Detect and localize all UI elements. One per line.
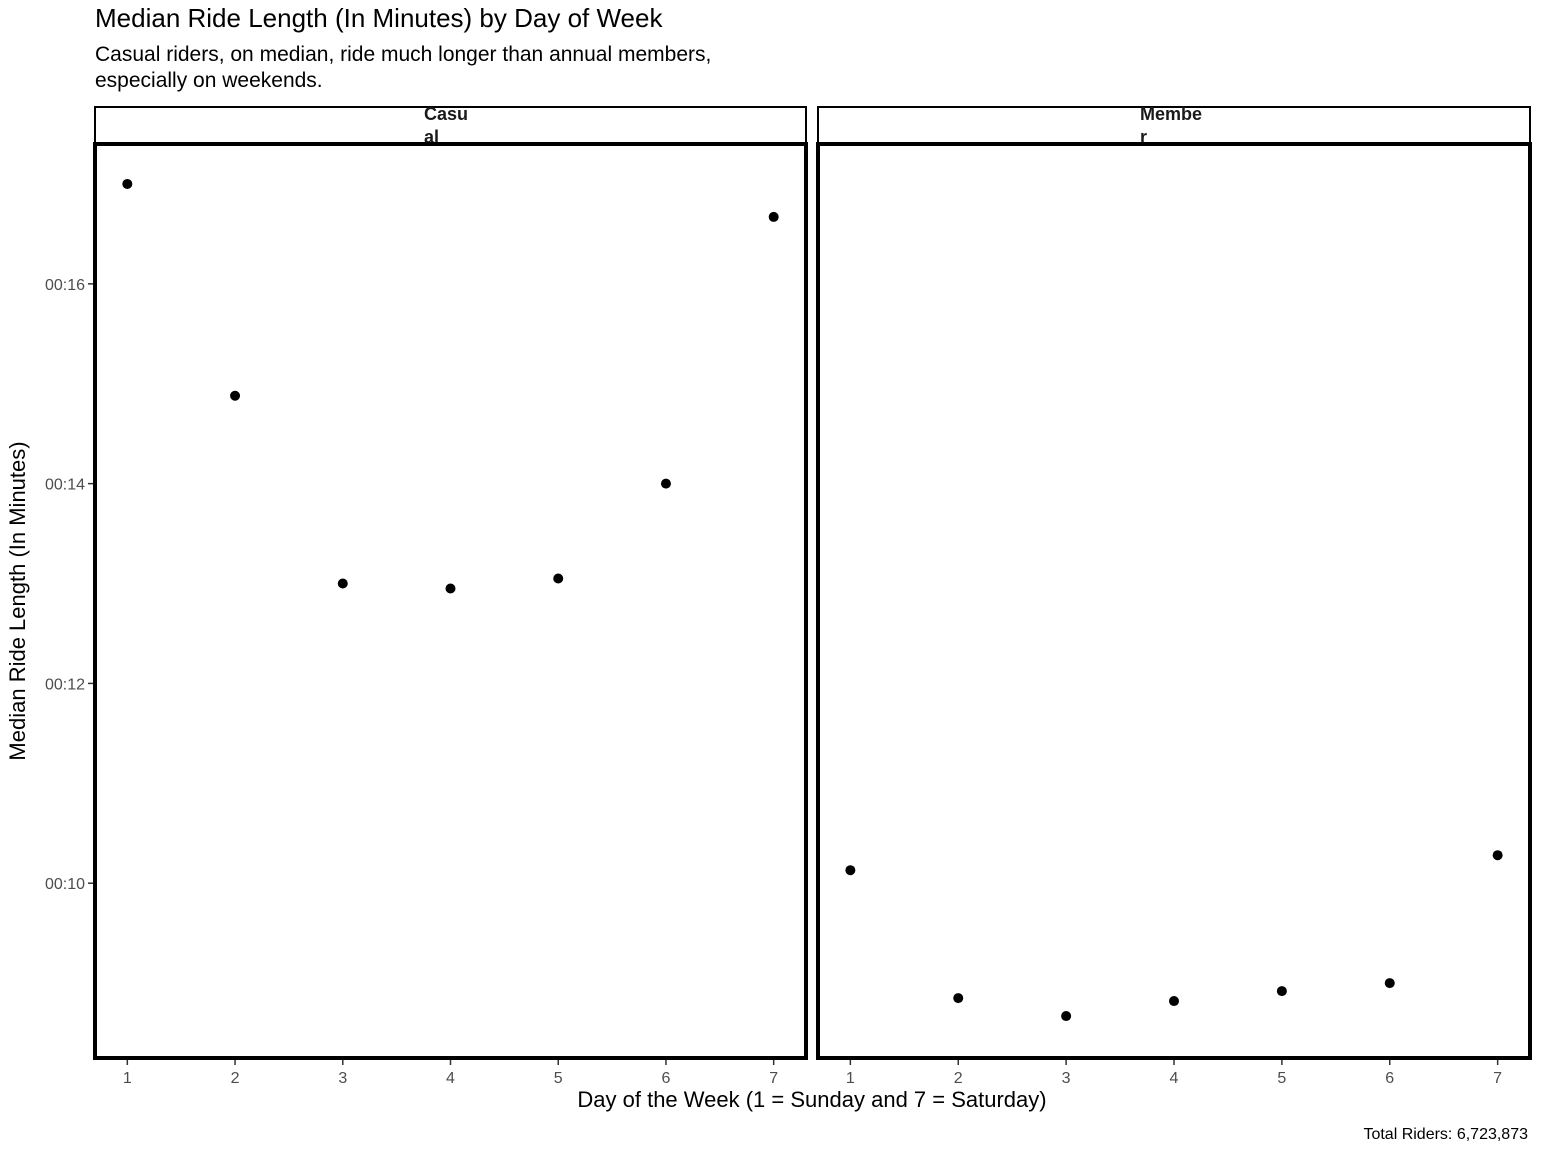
x-tick-label-p1-1: 1 bbox=[123, 1070, 132, 1087]
points-casual bbox=[122, 178, 779, 594]
y-axis-title: Median Ride Length (In Minutes) bbox=[5, 441, 30, 760]
x-axis-title: Day of the Week (1 = Sunday and 7 = Satu… bbox=[577, 1087, 1046, 1112]
x-tick-label-p2-3: 3 bbox=[1062, 1070, 1071, 1087]
data-point-p2-day-1 bbox=[845, 865, 856, 876]
chart-subtitle-line-1: Casual riders, on median, ride much long… bbox=[95, 43, 711, 66]
panel-casual-frame bbox=[93, 142, 808, 1060]
x-tick-label-p1-3: 3 bbox=[338, 1070, 347, 1087]
data-point-p1-day-4 bbox=[445, 583, 456, 594]
data-point-p1-day-6 bbox=[660, 478, 671, 489]
x-tick-label-p1-2: 2 bbox=[231, 1070, 240, 1087]
panel-member-frame bbox=[816, 142, 1532, 1060]
x-tick-label-p1-6: 6 bbox=[662, 1070, 671, 1087]
chart-subtitle-line-2: especially on weekends. bbox=[95, 69, 323, 92]
x-tick-label-p2-7: 7 bbox=[1493, 1070, 1502, 1087]
data-point-p1-day-2 bbox=[230, 390, 241, 401]
y-tick-label-16: 00:16 bbox=[45, 277, 85, 294]
chart-title: Median Ride Length (In Minutes) by Day o… bbox=[95, 3, 663, 33]
strip-label-member-line-2: r bbox=[1140, 127, 1147, 147]
x-tick-label-p1-5: 5 bbox=[554, 1070, 563, 1087]
data-point-p2-day-4 bbox=[1169, 996, 1179, 1007]
data-point-p1-day-7 bbox=[768, 211, 779, 222]
strip-member bbox=[817, 106, 1531, 144]
caption-total-riders: Total Riders: 6,723,873 bbox=[1363, 1126, 1528, 1143]
x-tick-label-p1-7: 7 bbox=[769, 1070, 778, 1087]
data-point-p2-day-6 bbox=[1384, 978, 1395, 989]
data-point-p2-day-7 bbox=[1492, 850, 1503, 861]
y-axis: 00:10 00:12 00:14 00:16 bbox=[45, 277, 93, 893]
x-tick-label-p2-2: 2 bbox=[954, 1070, 963, 1087]
data-point-p1-day-3 bbox=[337, 578, 348, 589]
strip-label-member-line-1: Membe bbox=[1140, 104, 1202, 124]
points-member bbox=[845, 850, 1503, 1022]
x-tick-label-p2-4: 4 bbox=[1170, 1070, 1179, 1087]
data-point-p2-day-2 bbox=[953, 993, 964, 1004]
strip-casual bbox=[94, 106, 807, 144]
x-tick-label-p1-4: 4 bbox=[446, 1070, 455, 1087]
data-point-p2-day-3 bbox=[1061, 1011, 1072, 1022]
y-tick-label-14: 00:14 bbox=[45, 477, 85, 494]
x-tick-label-p2-6: 6 bbox=[1385, 1070, 1394, 1087]
y-tick-label-10: 00:10 bbox=[45, 876, 85, 893]
y-tick-label-12: 00:12 bbox=[45, 676, 85, 693]
data-point-p1-day-1 bbox=[122, 178, 133, 189]
data-point-p1-day-5 bbox=[553, 573, 564, 584]
x-tick-label-p2-5: 5 bbox=[1277, 1070, 1286, 1087]
panel-member: Membe r 1 2 3 4 5 6 7 bbox=[816, 104, 1532, 1087]
x-axis-casual: 1 2 3 4 5 6 7 bbox=[123, 1060, 778, 1087]
data-point-p2-day-5 bbox=[1276, 986, 1287, 997]
x-axis-member: 1 2 3 4 5 6 7 bbox=[846, 1060, 1502, 1087]
x-tick-label-p2-1: 1 bbox=[846, 1070, 855, 1087]
strip-label-casual-line-1: Casu bbox=[424, 104, 468, 124]
